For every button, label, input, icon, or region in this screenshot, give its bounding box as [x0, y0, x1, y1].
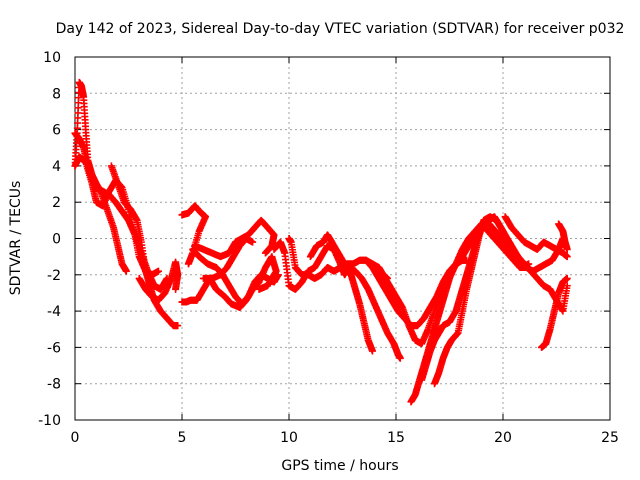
x-tick-label: 0: [71, 430, 80, 446]
y-tick-label: -4: [47, 304, 61, 320]
chart-title: Day 142 of 2023, Sidereal Day-to-day VTE…: [56, 21, 625, 37]
data-point: [172, 285, 180, 293]
data-point: [184, 260, 192, 268]
series-track-i: [191, 216, 278, 261]
y-tick-label: -8: [47, 377, 61, 393]
data-point: [174, 322, 182, 330]
y-tick-label: 8: [52, 86, 61, 102]
axis-ticks: [74, 56, 611, 421]
data-point: [249, 238, 257, 246]
y-axis-label: SDTVAR / TECUs: [8, 181, 24, 296]
data-point: [255, 285, 263, 293]
data-markers: [71, 78, 571, 406]
y-tick-label: 6: [52, 123, 61, 139]
x-tick-label: 5: [178, 430, 187, 446]
data-point: [525, 260, 533, 268]
data-point: [563, 253, 571, 261]
series-track-f: [178, 202, 210, 268]
series-track-v: [555, 220, 571, 253]
y-tick-label: 2: [52, 195, 61, 211]
data-point: [122, 267, 130, 275]
series-track-j: [199, 235, 257, 282]
x-tick-label: 20: [494, 430, 512, 446]
data-point: [154, 267, 162, 275]
data-point: [563, 274, 571, 282]
y-tick-label: 4: [52, 159, 61, 175]
x-axis-label: GPS time / hours: [281, 458, 398, 474]
x-tick-label: 15: [387, 430, 405, 446]
data-point: [274, 271, 282, 279]
series-track-e: [135, 258, 182, 304]
y-tick-label: 10: [43, 50, 61, 66]
x-tick-label: 10: [280, 430, 298, 446]
y-tick-label: -10: [38, 413, 61, 429]
data-point: [396, 354, 404, 362]
x-tick-label: 25: [601, 430, 619, 446]
y-tick-label: -2: [47, 268, 61, 284]
tick-labels: 0 5 10 15 20 25 -10 -8 -6 -4 -2 0 2 4 6 8 10: [38, 50, 619, 446]
series-track-t: [501, 213, 571, 261]
data-point: [563, 245, 571, 253]
series-track-n: [345, 264, 404, 362]
y-tick-label: 0: [52, 232, 61, 248]
series-track-u: [538, 274, 571, 351]
series-track-s: [431, 213, 533, 388]
data-point: [368, 347, 376, 355]
y-tick-label: -6: [47, 340, 61, 356]
data-point: [261, 249, 269, 257]
